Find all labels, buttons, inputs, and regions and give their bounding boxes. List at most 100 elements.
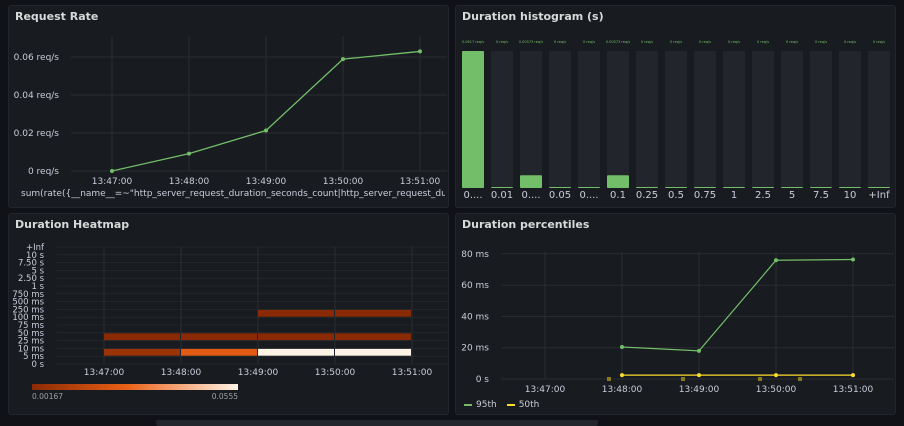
- y-bucket-label: 25 ms: [18, 337, 45, 347]
- x-tick-label: 13:49:00: [238, 368, 279, 378]
- heatmap-cell: [104, 333, 180, 341]
- horizontal-scrollbar[interactable]: [156, 420, 598, 426]
- histogram-bar: [549, 187, 571, 188]
- histogram-bar: [665, 187, 687, 188]
- heatmap-cell: [335, 348, 411, 356]
- y-bucket-label: 750 ms: [12, 290, 44, 300]
- panel-title: Duration histogram (s): [462, 10, 604, 23]
- data-point: [851, 257, 855, 262]
- y-bucket-label: 10 ms: [18, 344, 45, 354]
- data-point: [774, 258, 778, 263]
- color-scale-max-label: 0.0555: [212, 392, 238, 401]
- bar-category-label: 0.5: [668, 190, 684, 201]
- exemplar-marker: [681, 377, 685, 381]
- x-tick-label: 13:50:00: [315, 368, 356, 378]
- histogram-bar-track: [839, 51, 861, 188]
- histogram-chart[interactable]: 0.0617 req/s 0.... 0 req/s 0.01 0.00573 req/…: [456, 6, 897, 209]
- request-rate-chart[interactable]: 0 req/s 0.02 req/s 0.04 req/s 0.06 req/s 13:…: [9, 6, 450, 186]
- bar-top-label: 0.00573 req/s: [519, 40, 544, 44]
- bar-category-label: 7.5: [813, 190, 829, 201]
- histogram-bar: [462, 51, 484, 188]
- percentiles-legend[interactable]: 95th 50th: [464, 400, 539, 410]
- bar-category-label: 0.01: [491, 190, 513, 201]
- y-tick-label: 60 ms: [461, 281, 489, 291]
- bar-top-label: 0 req/s: [641, 40, 653, 44]
- exemplar-marker: [758, 377, 762, 381]
- y-bucket-label: 500 ms: [12, 298, 44, 308]
- bar-top-label: 0 req/s: [583, 40, 595, 44]
- histogram-bar-track: [868, 51, 890, 188]
- legend-label-50th[interactable]: 50th: [518, 400, 540, 410]
- data-point: [851, 373, 855, 378]
- y-bucket-label: 7.50 s: [18, 259, 45, 269]
- x-tick-label: 13:50:00: [323, 177, 364, 186]
- bar-category-label: 0....: [521, 190, 540, 201]
- histogram-bar: [839, 187, 861, 188]
- bar-category-label: 0.05: [549, 190, 571, 201]
- x-tick-label: 13:48:00: [161, 368, 202, 378]
- y-tick-label: 0 req/s: [28, 167, 59, 177]
- x-tick-label: 13:51:00: [400, 177, 441, 186]
- histogram-bar: [723, 187, 745, 188]
- series-line: [621, 258, 854, 352]
- bar-top-label: 0 req/s: [844, 40, 856, 44]
- bar-top-label: 0 req/s: [786, 40, 798, 44]
- histogram-bar-track: [491, 51, 513, 188]
- histogram-bar-track: [723, 51, 745, 188]
- data-point: [187, 151, 191, 156]
- y-bucket-label: 1 s: [31, 282, 44, 292]
- bar-top-label: 0 req/s: [670, 40, 682, 44]
- x-tick-label: 13:51:00: [833, 385, 874, 394]
- request-rate-legend[interactable]: sum(rate({__name__=~"http_server_request…: [17, 189, 445, 199]
- color-scale-min-label: 0.00167: [32, 392, 63, 401]
- color-scale-bar: [32, 384, 238, 390]
- y-bucket-label: 0 s: [31, 360, 44, 370]
- histogram-bar-track: [781, 51, 803, 188]
- histogram-bar-track: [607, 51, 629, 188]
- y-bucket-label: 100 ms: [12, 313, 44, 323]
- bar-category-label: 5: [789, 190, 795, 201]
- x-tick-label: 13:48:00: [169, 177, 210, 186]
- x-tick-label: 13:48:00: [602, 385, 643, 394]
- data-point: [110, 169, 114, 173]
- bar-top-label: 0 req/s: [496, 40, 508, 44]
- histogram-bar-track: [636, 51, 658, 188]
- panel-duration-histogram[interactable]: Duration histogram (s) 0.0617 req/s 0....…: [455, 5, 896, 208]
- y-tick-label: 0.06 req/s: [14, 53, 60, 63]
- histogram-bar-track: [665, 51, 687, 188]
- panel-request-rate[interactable]: Request Rate 0 req/s 0.02 req/s 0.04 req/s…: [8, 5, 449, 208]
- panel-title: Duration percentiles: [462, 218, 590, 231]
- heatmap-cell: [335, 333, 411, 341]
- legend-swatch: [506, 404, 515, 406]
- data-point: [620, 344, 624, 349]
- bar-category-label: 2.5: [755, 190, 771, 201]
- data-point: [620, 373, 624, 378]
- panel-duration-percentiles[interactable]: Duration percentiles 0 s 20 ms 40 ms 60 ms 8…: [455, 213, 896, 415]
- x-tick-label: 13:47:00: [92, 177, 133, 186]
- y-bucket-label: 2.50 s: [18, 274, 45, 284]
- bar-top-label: 0 req/s: [815, 40, 827, 44]
- histogram-bar: [694, 187, 716, 188]
- histogram-bar: [636, 187, 658, 188]
- heatmap-cell: [258, 348, 334, 356]
- x-tick-label: 13:49:00: [679, 385, 720, 394]
- histogram-bar: [520, 175, 542, 188]
- data-point: [341, 57, 345, 62]
- y-tick-label: 0 s: [476, 375, 490, 385]
- bar-category-label: 0.25: [636, 190, 658, 201]
- heatmap-cell: [258, 309, 334, 317]
- legend-label-95th[interactable]: 95th: [476, 400, 497, 410]
- data-point: [774, 373, 778, 378]
- x-tick-label: 13:47:00: [525, 385, 566, 394]
- bar-category-label: 0....: [579, 190, 598, 201]
- percentiles-chart[interactable]: 0 s 20 ms 40 ms 60 ms 80 ms 13:47:00 13:48:00 1…: [456, 214, 897, 394]
- histogram-bar-track: [578, 51, 600, 188]
- x-tick-label: 13:51:00: [392, 368, 433, 378]
- bar-category-label: 0.1: [610, 190, 626, 201]
- histogram-bar-track: [752, 51, 774, 188]
- y-bucket-label: 5 ms: [23, 352, 44, 362]
- histogram-bar-track: [549, 51, 571, 188]
- histogram-bar: [781, 187, 803, 188]
